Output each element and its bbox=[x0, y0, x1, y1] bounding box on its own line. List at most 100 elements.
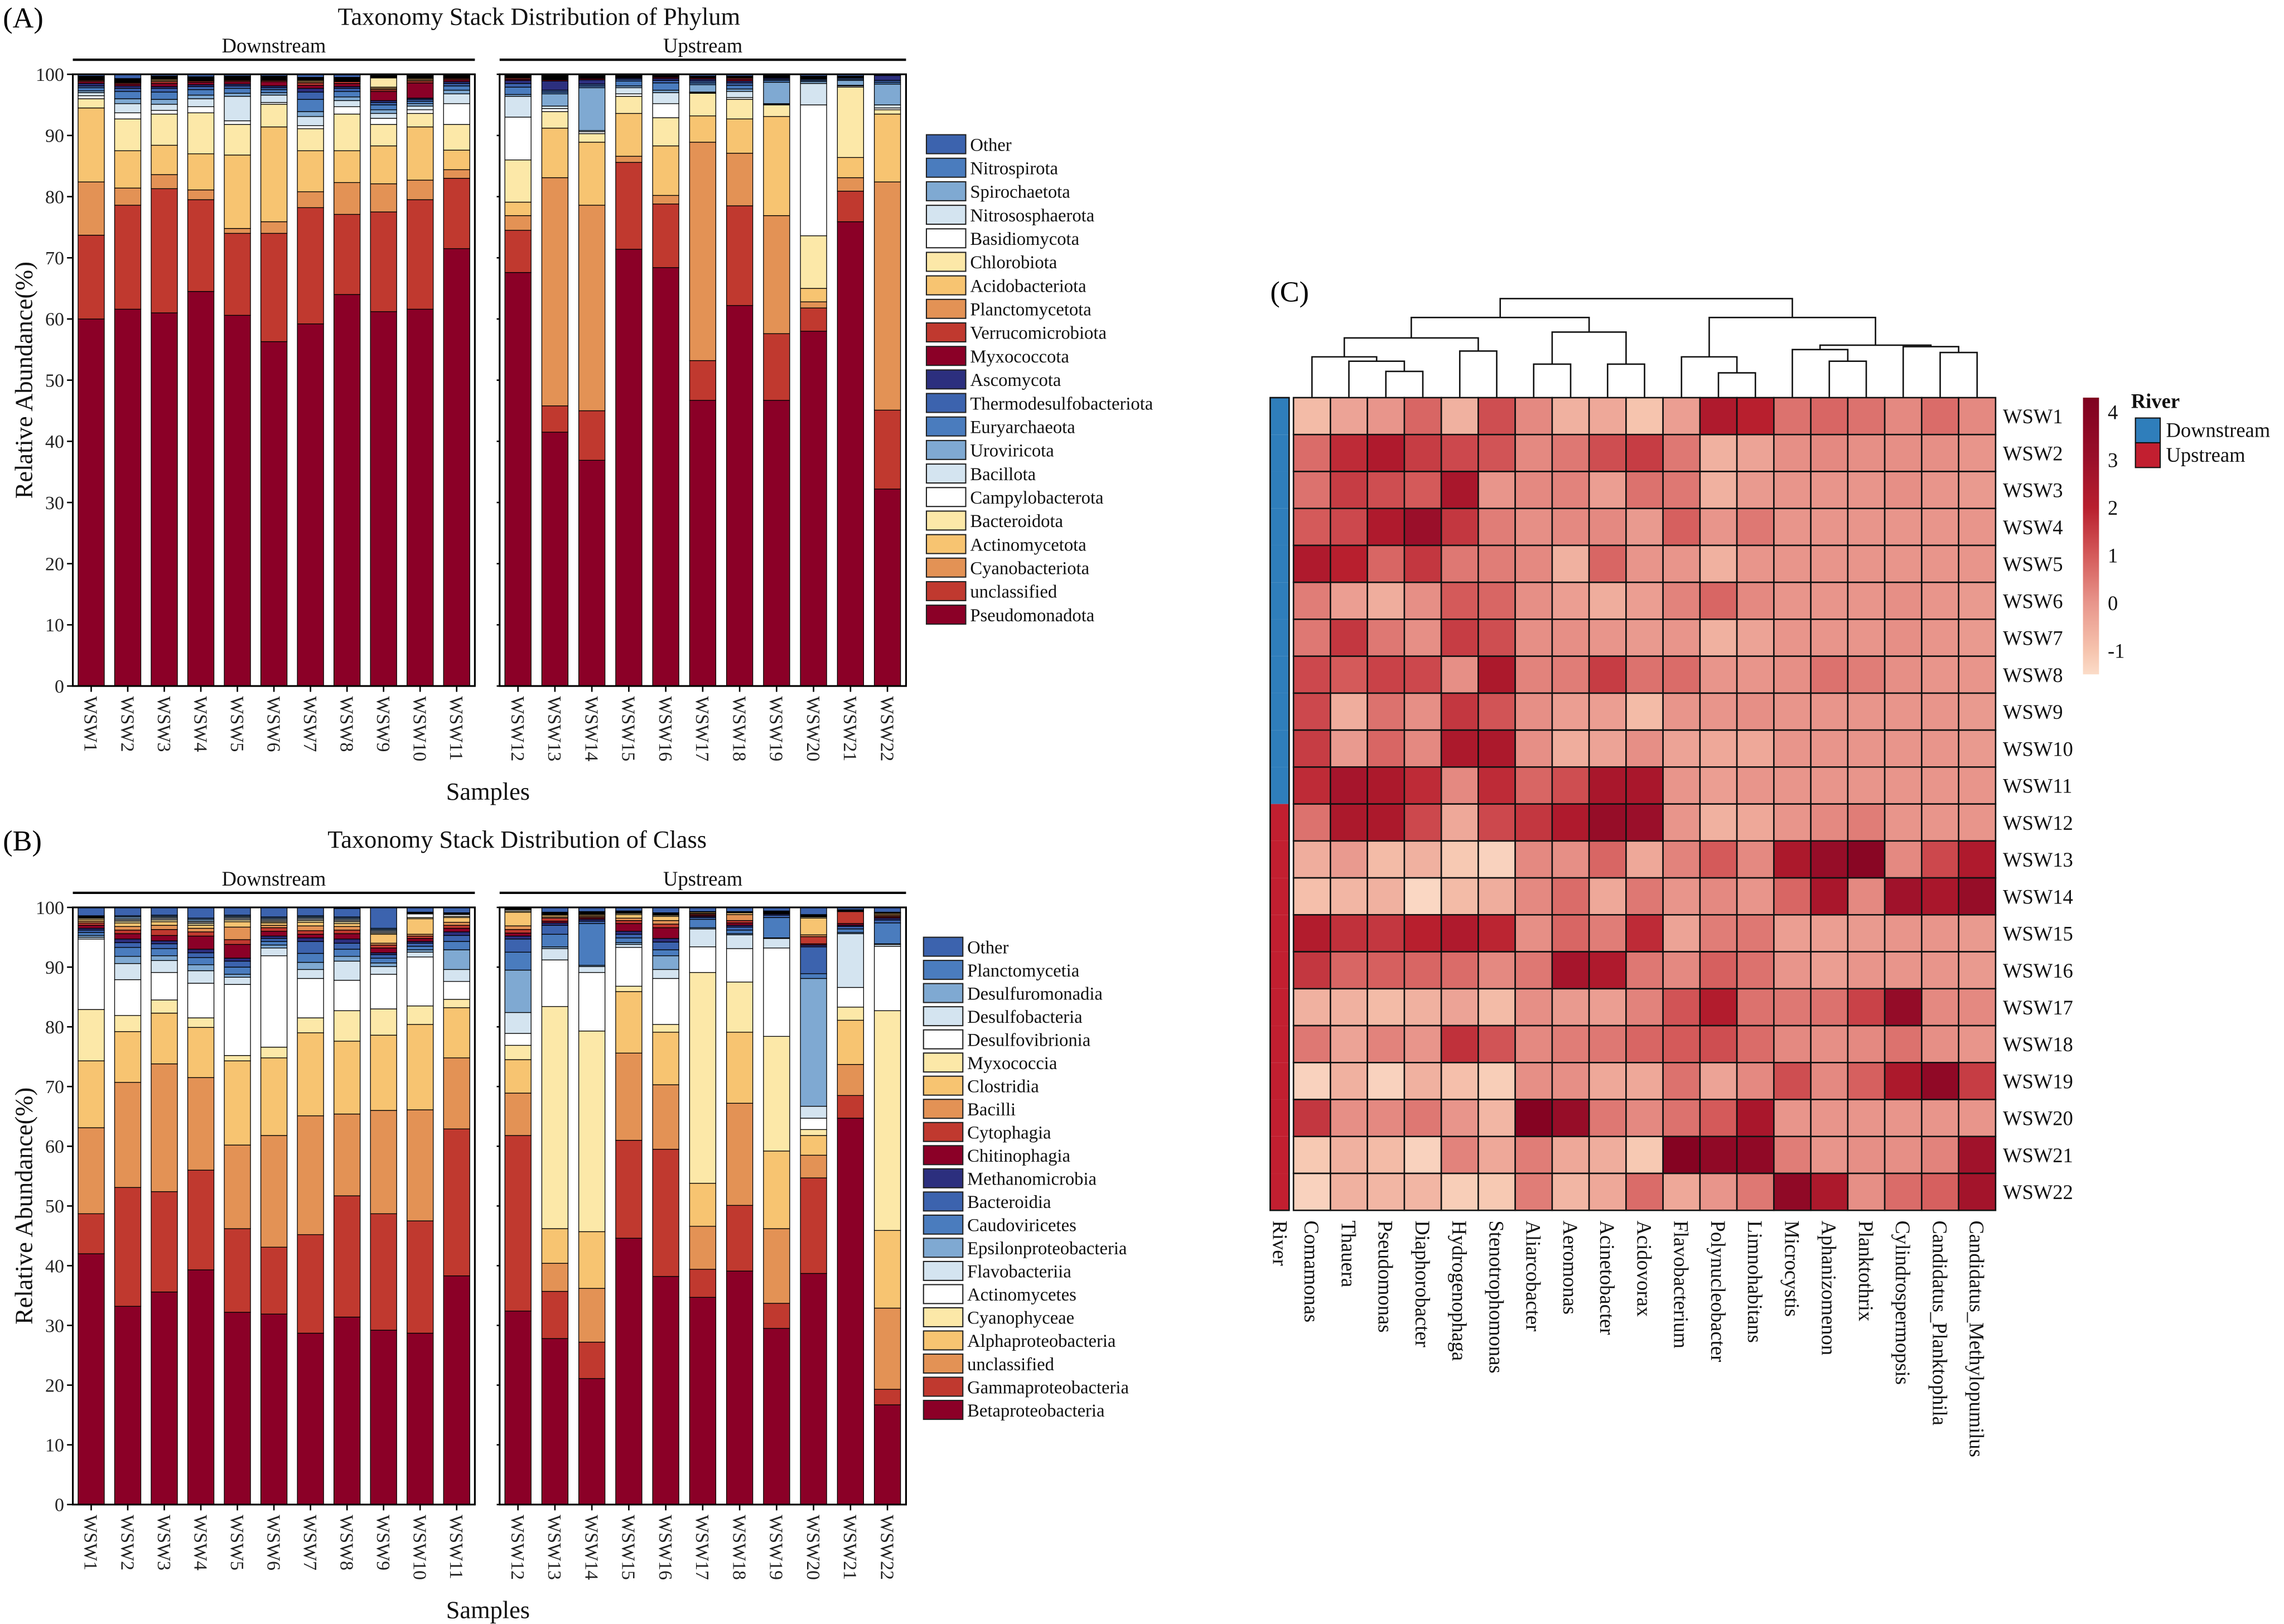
bar-segment-cyanophyceae bbox=[726, 982, 754, 1033]
bar-segment-euryarchaeota bbox=[114, 91, 142, 99]
bar-segment-cytophagia bbox=[615, 920, 643, 924]
bar-segment-cyanophyceae bbox=[504, 1045, 532, 1060]
bar-segment-pseudomonadota bbox=[260, 341, 288, 687]
bar-segment-unclassified bbox=[334, 1113, 361, 1196]
bar-segment-alphaproteobacteria bbox=[800, 1135, 827, 1156]
bar-segment-thermodesulfobacteriota bbox=[726, 82, 754, 86]
legend-label: Chlorobiota bbox=[970, 253, 1057, 273]
bar-segment-cyanobacteriota bbox=[443, 169, 470, 179]
row-label: WSW21 bbox=[2003, 1144, 2073, 1167]
river-annotation-cell bbox=[1270, 767, 1290, 804]
phylum-stacked-bar-chart: Taxonomy Stack Distribution of Phylum Rel… bbox=[9, 2, 1153, 805]
heatmap-cell bbox=[1514, 877, 1553, 916]
legend-label: Acidobacteriota bbox=[970, 276, 1087, 296]
bar-segment-euryarchaeota bbox=[652, 82, 679, 91]
heatmap-cell bbox=[1551, 1099, 1590, 1138]
heatmap-cell bbox=[1699, 988, 1738, 1027]
heatmap-cell bbox=[1514, 692, 1553, 731]
bar-segment-cyanobacteriota bbox=[297, 191, 324, 208]
heatmap-cell bbox=[1662, 397, 1701, 436]
legend-item: Ascomycota bbox=[925, 369, 1061, 390]
x-tick-label: WSW5 bbox=[226, 1515, 247, 1570]
bar-segment-cyanobacteriota bbox=[151, 174, 178, 189]
heatmap-cell bbox=[1699, 397, 1738, 436]
bar-segment-clostridia bbox=[334, 923, 361, 927]
bar-segment-methanomicrobia bbox=[187, 949, 215, 954]
bar-segment-uroviricota bbox=[334, 96, 361, 102]
color-scale-tick: -1 bbox=[2108, 639, 2124, 662]
legend-label: Bacilli bbox=[967, 1100, 1016, 1120]
y-tick-label: 20 bbox=[45, 1375, 64, 1396]
heatmap-cell bbox=[1403, 618, 1442, 657]
bar-segment-euryarchaeota bbox=[443, 85, 470, 91]
x-tick-label: WSW22 bbox=[876, 696, 897, 761]
x-axis-label: Samples bbox=[446, 777, 530, 805]
legend-label: Spirochaetota bbox=[970, 182, 1070, 202]
heatmap-cell bbox=[1699, 729, 1738, 768]
bar-segment-alphaproteobacteria bbox=[504, 1059, 532, 1094]
heatmap-cell bbox=[1699, 581, 1738, 620]
x-tick-label: WSW5 bbox=[226, 696, 247, 752]
legend-swatch bbox=[923, 1052, 964, 1073]
heatmap-cell bbox=[1514, 803, 1553, 842]
heatmap-cell bbox=[1773, 692, 1812, 731]
heatmap-cell bbox=[1403, 1172, 1442, 1211]
legend-swatch bbox=[925, 534, 967, 554]
bar-segment-pseudomonadota bbox=[763, 400, 790, 687]
bar-segment-flavobacteriia bbox=[114, 963, 142, 980]
heatmap-cell bbox=[1625, 1062, 1664, 1100]
bar-segment-unclassified bbox=[615, 162, 643, 250]
heatmap-cell bbox=[1403, 1135, 1442, 1174]
bar-segment-flavobacteriia bbox=[297, 969, 324, 979]
bar-segment-pseudomonadota bbox=[407, 308, 434, 687]
heatmap-cell bbox=[1773, 471, 1812, 510]
river-annotation-cell bbox=[1270, 951, 1290, 989]
bar-segment-cytophagia bbox=[297, 930, 324, 935]
heatmap-cell bbox=[1551, 433, 1590, 472]
heatmap-cell bbox=[1884, 840, 1923, 879]
bar-segment-flavobacteriia bbox=[224, 977, 251, 985]
bar-segment-euryarchaeota bbox=[78, 87, 105, 91]
heatmap-cell bbox=[1588, 988, 1627, 1027]
bar-segment-cyanobacteriota bbox=[763, 215, 790, 334]
heatmap-cell bbox=[1699, 1135, 1738, 1174]
bar-segment-betaproteobacteria bbox=[726, 1270, 754, 1505]
bar-segment-cyanophyceae bbox=[297, 1017, 324, 1033]
legend-item: Actinomycetes bbox=[923, 1284, 1076, 1305]
bar-segment-caudoviricetes bbox=[187, 957, 215, 965]
bar-segment-bacillota bbox=[297, 116, 324, 127]
color-scale: 4 3 2 1 0 -1 bbox=[2083, 397, 2124, 675]
stacked-bar bbox=[260, 74, 288, 687]
legend-swatch bbox=[925, 157, 967, 178]
legend-swatch bbox=[923, 1400, 964, 1420]
bar-segment-euryarchaeota bbox=[260, 89, 288, 93]
bar-segment-bacteroidia bbox=[224, 960, 251, 968]
heatmap-cell bbox=[1477, 766, 1516, 805]
bar-segment-unclassified bbox=[763, 333, 790, 401]
heatmap-cell bbox=[1847, 508, 1886, 547]
heatmap-cell bbox=[1292, 581, 1331, 620]
bar-segment-cyanophyceae bbox=[260, 1046, 288, 1058]
legend-item: Other bbox=[923, 936, 1009, 958]
row-label: WSW16 bbox=[2003, 959, 2073, 982]
heatmap-cell bbox=[1773, 988, 1812, 1027]
stacked-bar bbox=[224, 74, 251, 687]
bar-segment-unclassified bbox=[726, 205, 754, 306]
bar-segment-bacteroidota bbox=[873, 109, 901, 115]
bar-segment-actinomycetes bbox=[297, 978, 324, 1018]
x-tick-label: WSW1 bbox=[80, 1515, 101, 1570]
bar-segment-euryarchaeota bbox=[224, 88, 251, 94]
heatmap-cell bbox=[1440, 803, 1479, 842]
x-tick-label: WSW1 bbox=[80, 696, 101, 752]
heatmap-cell bbox=[1662, 655, 1701, 694]
legend-label: Gammaproteobacteria bbox=[967, 1378, 1129, 1398]
legend-item: Bacteroidia bbox=[923, 1191, 1051, 1212]
heatmap-cell bbox=[1366, 951, 1406, 990]
bar-segment-unclassified bbox=[504, 1093, 532, 1136]
heatmap-cell bbox=[1330, 1135, 1368, 1174]
heatmap-cell bbox=[1477, 508, 1516, 547]
heatmap-cell bbox=[1699, 655, 1738, 694]
bar-segment-uroviricota bbox=[370, 109, 397, 114]
heatmap-cell bbox=[1330, 397, 1368, 436]
heatmap-cell bbox=[1699, 877, 1738, 916]
